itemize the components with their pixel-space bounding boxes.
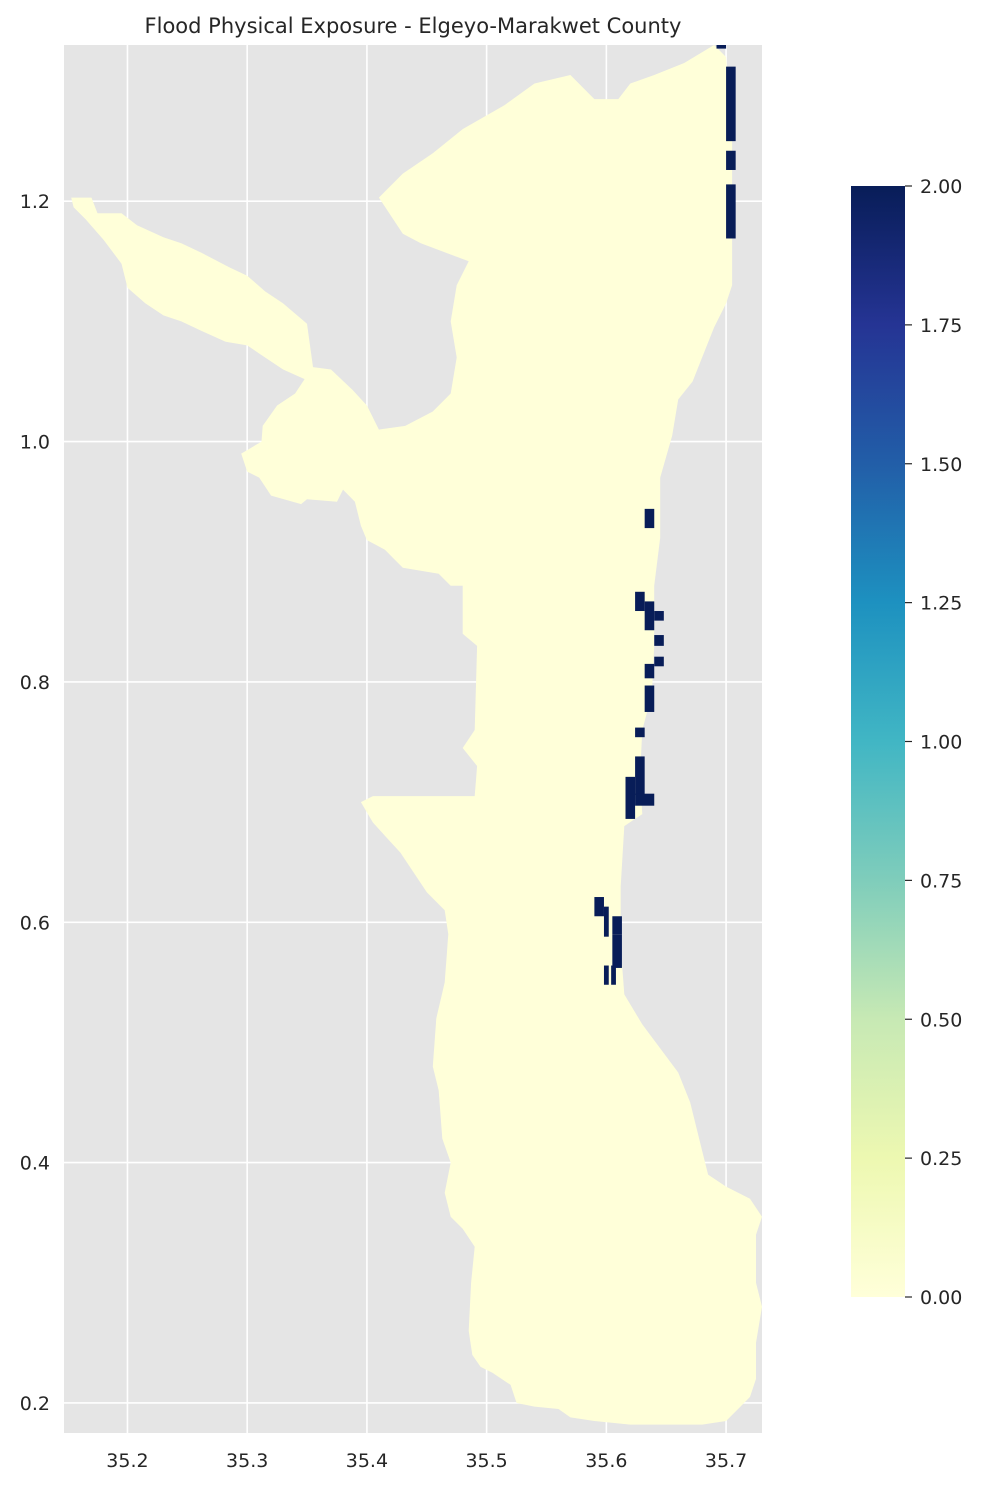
colorbar-gradient <box>851 186 905 1297</box>
exposure-cell <box>654 656 664 667</box>
exposure-cell <box>644 663 655 679</box>
exposure-cell <box>644 601 655 631</box>
colorbar-tick-label: 0.75 <box>920 870 962 892</box>
colorbar-tick-label: 1.00 <box>920 732 962 754</box>
colorbar: 0.00 0.25 0.50 0.75 1.00 1.25 1.50 1.75 2.00 <box>851 176 962 1309</box>
colorbar-tick-label: 0.25 <box>920 1148 962 1170</box>
exposure-cell <box>625 776 636 819</box>
exposure-cell <box>726 184 736 239</box>
exposure-cell <box>654 635 664 646</box>
exposure-cell <box>603 965 609 985</box>
colorbar-tick-label: 0.00 <box>920 1287 962 1309</box>
exposure-cell <box>644 508 655 529</box>
x-tick-label: 35.6 <box>585 1450 627 1472</box>
exposure-cell <box>635 727 645 738</box>
exposure-cell <box>635 591 645 612</box>
exposure-cell <box>635 756 645 795</box>
map-axes: 35.2 35.3 35.4 35.5 35.6 35.7 0.2 0.4 0.6 0.8 1.0… <box>20 45 762 1472</box>
x-tick-label: 35.7 <box>705 1450 747 1472</box>
y-tick-label: 0.6 <box>20 912 50 934</box>
exposure-cell <box>644 685 655 712</box>
y-tick-label: 0.8 <box>20 672 50 694</box>
y-tick-label: 1.2 <box>20 191 50 213</box>
exposure-cell <box>612 934 622 968</box>
colorbar-tick-label: 1.50 <box>920 454 962 476</box>
colorbar-tick-label: 1.75 <box>920 315 962 337</box>
exposure-cell <box>612 916 622 935</box>
x-tick-label: 35.4 <box>346 1450 388 1472</box>
y-tick-label: 1.0 <box>20 432 50 454</box>
x-tick-label: 35.3 <box>226 1450 268 1472</box>
exposure-cell <box>603 906 609 937</box>
exposure-cell <box>611 965 616 985</box>
exposure-cell <box>635 793 655 806</box>
colorbar-tick-label: 0.50 <box>920 1009 962 1031</box>
x-tick-label: 35.5 <box>465 1450 507 1472</box>
colorbar-ticks: 0.00 0.25 0.50 0.75 1.00 1.25 1.50 1.75 2.00 <box>905 176 962 1309</box>
y-tick-label: 0.2 <box>20 1393 50 1415</box>
county-area <box>71 45 762 1425</box>
colorbar-tick-label: 1.25 <box>920 593 962 615</box>
exposure-cell <box>594 897 604 917</box>
x-tick-label: 35.2 <box>106 1450 148 1472</box>
exposure-cell <box>716 45 727 49</box>
map-title: Flood Physical Exposure - Elgeyo-Marakwe… <box>145 14 682 38</box>
colorbar-tick-label: 2.00 <box>920 176 962 198</box>
exposure-cell <box>654 611 664 621</box>
exposure-cell <box>726 150 736 170</box>
exposure-cells <box>594 45 736 985</box>
y-tick-label: 0.4 <box>20 1153 50 1175</box>
x-axis-ticks: 35.2 35.3 35.4 35.5 35.6 35.7 <box>106 1450 747 1472</box>
y-axis-ticks: 0.2 0.4 0.6 0.8 1.0 1.2 <box>20 191 50 1415</box>
exposure-cell <box>726 66 736 142</box>
